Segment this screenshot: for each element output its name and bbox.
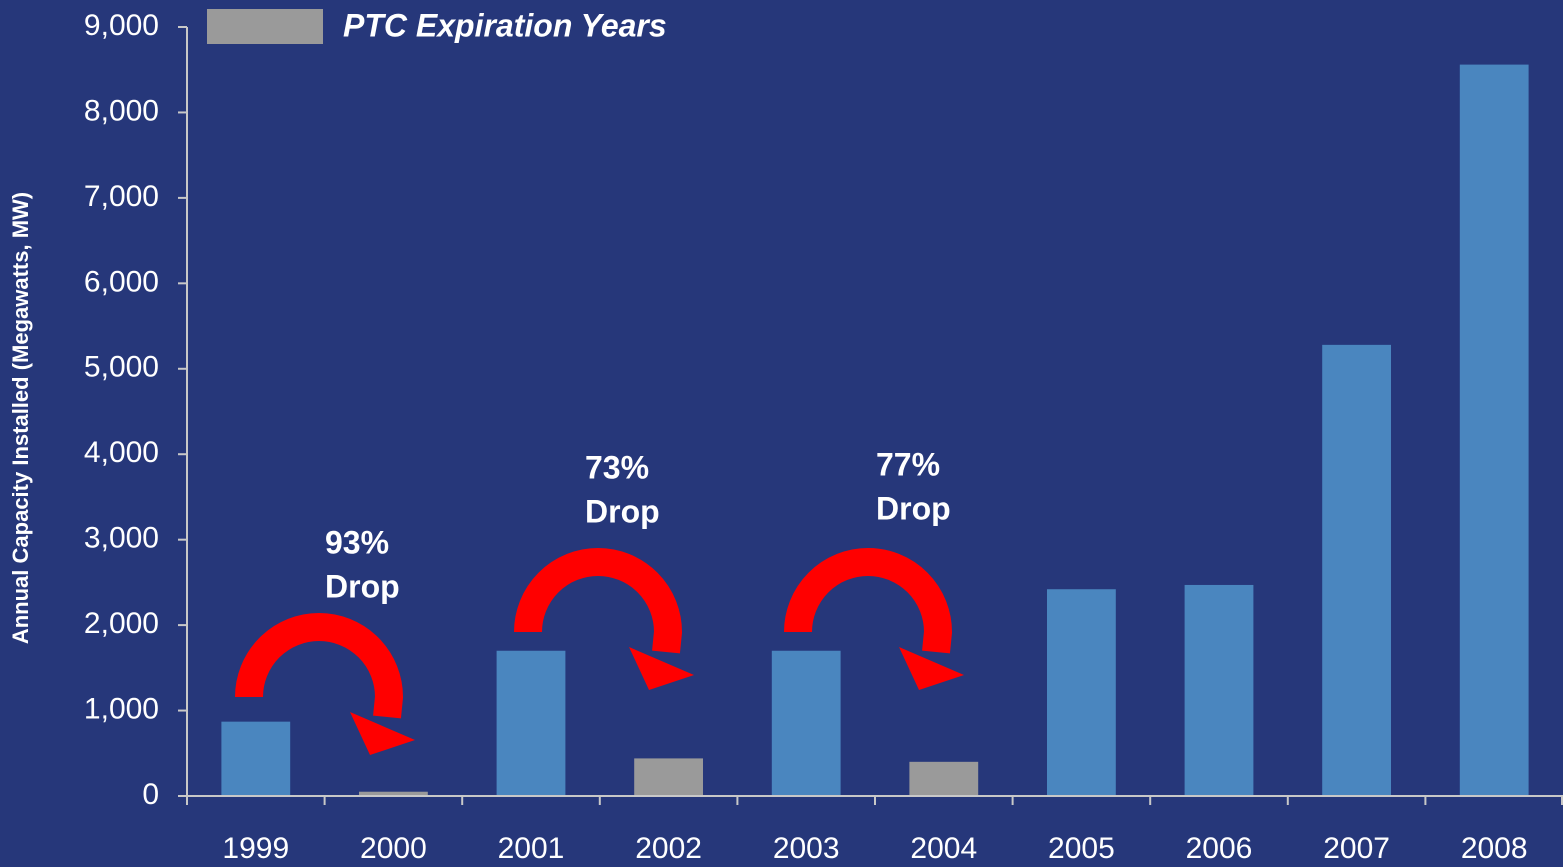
annotation: Drop (325, 568, 400, 604)
annotation: 93% (325, 524, 389, 560)
bar (1047, 589, 1116, 796)
bar (221, 721, 291, 796)
drop-arrow (235, 613, 404, 719)
drop-arrow (784, 548, 953, 654)
y-tick-label: 7,000 (84, 180, 159, 213)
x-tick-label: 2007 (1323, 832, 1390, 865)
drop-arrow-head (899, 647, 964, 690)
y-tick-label: 9,000 (84, 9, 159, 42)
x-tick-label: 2002 (635, 832, 702, 865)
x-tick-label: 2003 (773, 832, 840, 865)
x-tick-label: 2005 (1048, 832, 1115, 865)
y-tick-label: 0 (142, 778, 159, 811)
y-tick-label: 1,000 (84, 692, 159, 725)
bar (909, 761, 979, 796)
x-tick-label: 2001 (498, 832, 565, 865)
drop-arrow (514, 548, 683, 654)
y-tick-label: 4,000 (84, 436, 159, 469)
bar (496, 650, 566, 796)
x-tick-label: 2004 (910, 832, 977, 865)
x-tick-label: 1999 (222, 832, 289, 865)
y-axis-title: Annual Capacity Installed (Megawatts, MW… (8, 192, 33, 644)
annotation: Drop (585, 493, 660, 529)
legend-swatch (207, 9, 323, 44)
annotation: 73% (585, 449, 649, 485)
y-tick-label: 8,000 (84, 94, 159, 127)
bar (634, 758, 703, 796)
bar (1322, 344, 1391, 796)
y-tick-label: 5,000 (84, 351, 159, 384)
x-tick-label: 2006 (1186, 832, 1253, 865)
drop-arrow-head (350, 712, 415, 755)
annotation: 77% (876, 446, 940, 482)
drop-arrow-head (629, 647, 694, 690)
y-tick-label: 3,000 (84, 522, 159, 555)
bar (1184, 584, 1254, 796)
x-tick-label: 2000 (360, 832, 427, 865)
annotation: Drop (876, 490, 951, 526)
y-tick-label: 6,000 (84, 265, 159, 298)
bar (1459, 64, 1529, 796)
x-tick-label: 2008 (1461, 832, 1528, 865)
legend-label: PTC Expiration Years (343, 7, 667, 43)
bar (359, 791, 428, 796)
bar (771, 650, 841, 796)
y-tick-label: 2,000 (84, 607, 159, 640)
